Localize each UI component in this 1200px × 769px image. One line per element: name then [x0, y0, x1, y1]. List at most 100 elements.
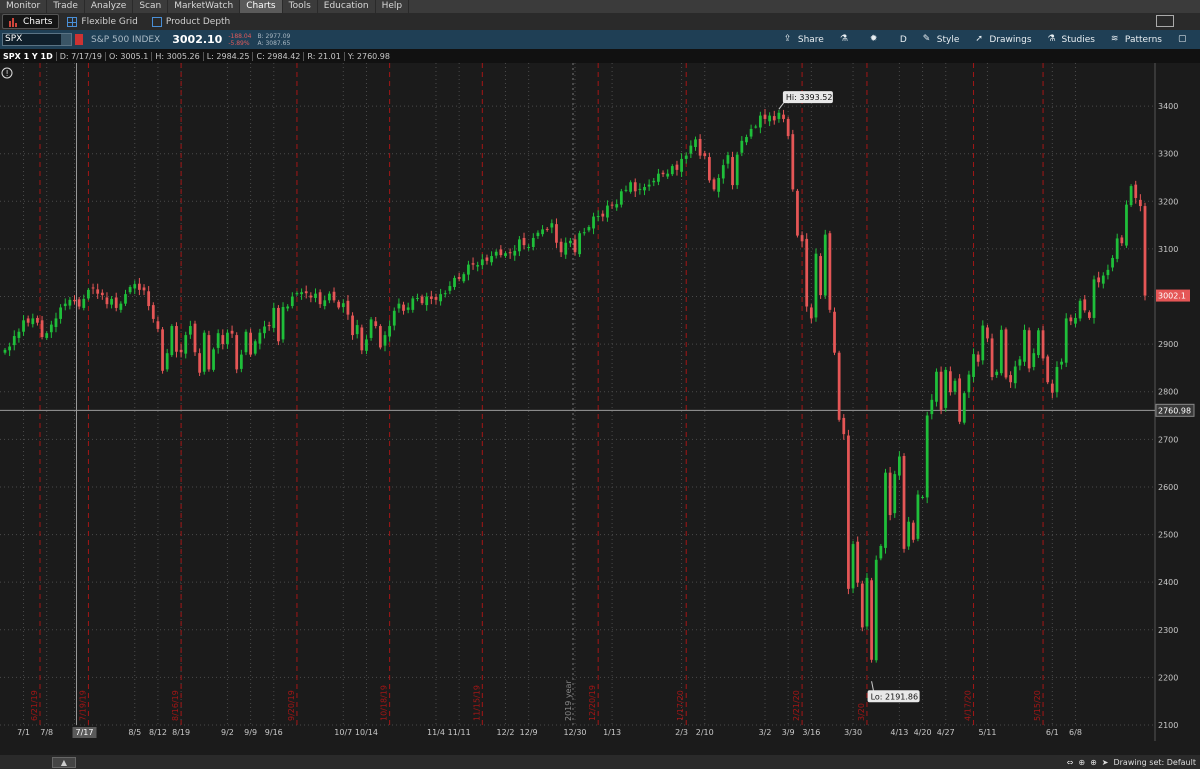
flask-icon: ⚗	[839, 34, 848, 44]
info-close: C: 2984.42	[252, 51, 303, 61]
candle-body	[494, 251, 498, 256]
event-label: 4/17/20	[964, 690, 973, 721]
candle-body	[893, 474, 897, 514]
candle-body	[1097, 277, 1101, 283]
tab-product-depth[interactable]: Product Depth	[146, 14, 236, 29]
y-tick-label: 2200	[1158, 673, 1178, 682]
menu-help[interactable]: Help	[376, 0, 410, 13]
candle-body	[976, 354, 980, 362]
tab-product-depth-label: Product Depth	[165, 16, 231, 27]
menu-marketwatch[interactable]: MarketWatch	[168, 0, 241, 13]
candle-body	[351, 315, 354, 336]
candle-body	[439, 294, 442, 302]
candle-body	[151, 305, 155, 319]
depth-icon	[151, 16, 162, 27]
candle-body	[443, 293, 447, 295]
candle-body	[568, 240, 572, 244]
pointer-icon[interactable]: ➤	[1101, 757, 1109, 767]
patterns-icon: ≋	[1110, 34, 1119, 44]
tab-flexible-grid[interactable]: Flexible Grid	[61, 14, 143, 29]
candle-body	[124, 294, 127, 304]
symbol-dropdown-icon[interactable]	[61, 34, 71, 45]
studies-flask-icon: ⚗	[1047, 34, 1056, 44]
x-tick-label: 3/30	[844, 728, 862, 737]
candle-body	[1115, 238, 1119, 259]
candle-body	[453, 277, 456, 287]
menu-monitor[interactable]: Monitor	[0, 0, 48, 13]
candle-body	[216, 333, 220, 348]
candle-body	[749, 128, 753, 137]
candle-body	[828, 233, 832, 310]
crosshair-icon[interactable]: ⊕	[1078, 757, 1086, 767]
studies-button[interactable]: ⚗ Studies	[1040, 30, 1103, 49]
candle-body	[170, 326, 174, 356]
chart-info-bar: SPX 1 Y 1D D: 7/17/19 O: 3005.1 H: 3005.…	[0, 49, 1200, 63]
candle-body	[874, 559, 878, 661]
candle-body	[726, 155, 730, 164]
candle-body	[712, 179, 716, 190]
candle-body	[601, 213, 605, 217]
candle-body	[277, 307, 280, 342]
candle-body	[184, 335, 188, 354]
share-icon: ⇪	[783, 34, 792, 44]
candle-body	[772, 116, 776, 121]
candle-body	[397, 303, 401, 309]
tab-charts[interactable]: Charts	[2, 14, 60, 29]
price-chart[interactable]: 2100220023002400250026002700280029003000…	[0, 63, 1200, 741]
candle-body	[907, 521, 911, 547]
gear-icon: ✹	[869, 34, 878, 44]
candle-body	[666, 173, 670, 177]
x-tick-label: 12/30	[563, 728, 586, 737]
candle-body	[328, 293, 331, 301]
patterns-button[interactable]: ≋ Patterns	[1103, 30, 1170, 49]
candle-body	[698, 138, 702, 156]
x-tick-label: 11/4	[427, 728, 445, 737]
candle-body	[300, 292, 303, 295]
candle-body	[819, 256, 822, 296]
drawings-button[interactable]: ➚ Drawings	[967, 30, 1039, 49]
chart-toolbar: ⇪ Share ⚗ ✹ D ✎ Style ➚ Drawings ⚗ S	[776, 30, 1200, 49]
candle-body	[902, 456, 906, 549]
candle-body	[100, 292, 104, 296]
settings-button[interactable]: ✹	[862, 30, 892, 49]
flask-button[interactable]: ⚗	[832, 30, 862, 49]
chart-symbol-period[interactable]: SPX 1 Y 1D	[3, 51, 53, 61]
candle-body	[879, 545, 883, 559]
candle-body	[944, 369, 948, 408]
candle-body	[522, 237, 526, 246]
share-button[interactable]: ⇪ Share	[776, 30, 832, 49]
zoom-icon[interactable]: ⊕	[1090, 757, 1097, 767]
style-button[interactable]: ✎ Style	[915, 30, 968, 49]
symbol-flag-icon[interactable]	[75, 34, 83, 45]
candle-body	[791, 134, 795, 190]
candle-body	[1083, 299, 1087, 311]
scroll-handle[interactable]: ▲	[52, 757, 76, 768]
candle-body	[675, 164, 679, 170]
candle-body	[652, 180, 656, 183]
candle-body	[272, 307, 276, 328]
expand-button[interactable]: ▢	[1170, 30, 1200, 49]
share-label: Share	[797, 34, 824, 45]
candle-body	[142, 287, 146, 291]
window-layout-button[interactable]	[1156, 15, 1174, 27]
candle-body	[369, 319, 373, 338]
candle-body	[1013, 366, 1017, 384]
candle-body	[337, 301, 341, 308]
menu-education[interactable]: Education	[318, 0, 376, 13]
candle-body	[573, 239, 577, 253]
candle-body	[476, 265, 480, 267]
symbol-input[interactable]: SPX	[2, 33, 72, 46]
price-axis-background	[1155, 63, 1200, 741]
menu-analyze[interactable]: Analyze	[85, 0, 134, 13]
period-button[interactable]: D	[892, 30, 915, 49]
arrows-icon[interactable]: ⇔	[1066, 757, 1074, 767]
price-chart-svg[interactable]: 2100220023002400250026002700280029003000…	[0, 63, 1200, 741]
menu-scan[interactable]: Scan	[133, 0, 169, 13]
menu-tools[interactable]: Tools	[283, 0, 318, 13]
menu-charts[interactable]: Charts	[240, 0, 283, 13]
last-price-box	[1156, 289, 1190, 302]
menu-trade[interactable]: Trade	[47, 0, 85, 13]
candle-body	[684, 155, 688, 159]
candle-body	[425, 296, 429, 306]
